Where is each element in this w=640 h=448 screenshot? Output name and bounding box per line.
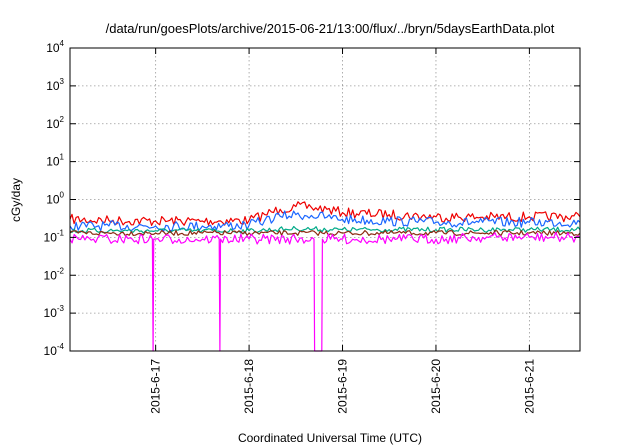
x-tick-label: 2015-6-18	[242, 359, 256, 414]
x-tick-label: 2015-6-19	[336, 359, 350, 414]
x-tick-label: 2015-6-21	[522, 359, 536, 414]
series-line-1	[69, 201, 581, 226]
plot-area	[69, 201, 581, 352]
x-tick-label: 2015-6-17	[149, 359, 163, 414]
grid	[70, 48, 580, 351]
y-tick-label: 103	[46, 77, 64, 93]
y-tick-label: 100	[46, 191, 64, 207]
x-axis-label: Coordinated Universal Time (UTC)	[238, 431, 422, 445]
y-tick-label: 104	[46, 39, 64, 55]
axis-ticks: 10-4 10-3 10-2 10-1 100 101 102 103 104 2015-6-17…	[44, 39, 580, 414]
series-line-2	[69, 210, 581, 232]
series-line-5	[69, 231, 581, 352]
y-tick-label: 10-2	[44, 266, 65, 282]
y-tick-label: 10-3	[44, 304, 65, 320]
y-tick-label: 10-1	[44, 228, 65, 244]
series-line-4	[69, 230, 581, 237]
y-tick-label: 102	[46, 115, 64, 131]
x-tick-label: 2015-6-20	[429, 359, 443, 414]
chart-title: /data/run/goesPlots/archive/2015-06-21/1…	[106, 21, 555, 36]
y-tick-label: 101	[46, 153, 64, 169]
y-axis-label: cGy/day	[9, 178, 23, 222]
y-tick-label: 10-4	[44, 342, 65, 358]
